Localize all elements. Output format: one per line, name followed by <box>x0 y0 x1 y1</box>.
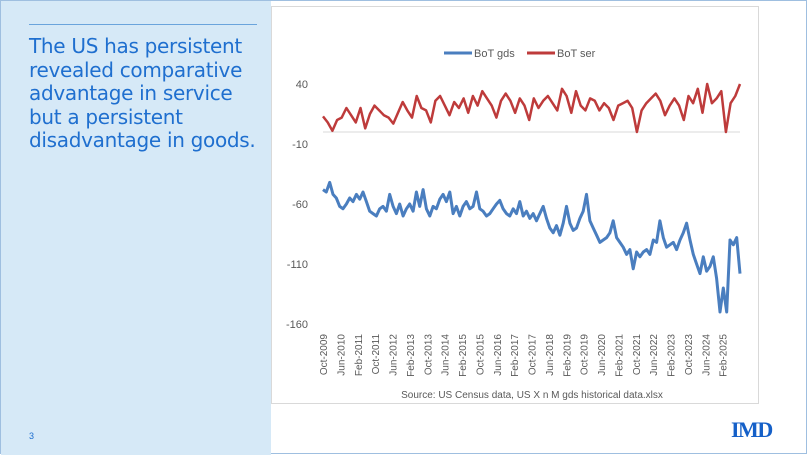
y-tick-label: -110 <box>287 259 308 271</box>
x-tick-label: Jun-2022 <box>649 334 660 376</box>
x-tick-label: Oct-2017 <box>528 334 539 376</box>
x-tick-label: Feb-2011 <box>354 334 365 377</box>
x-tick-label: Oct-2009 <box>319 334 330 376</box>
imd-logo: IMD <box>731 417 773 442</box>
x-tick-label: Oct-2023 <box>684 334 695 376</box>
left-panel: The US has persistent revealed comparati… <box>1 1 271 455</box>
x-tick-label: Feb-2013 <box>406 334 417 377</box>
x-tick-label: Oct-2013 <box>423 334 434 376</box>
x-tick-label: Feb-2017 <box>510 334 521 377</box>
x-tick-label: Feb-2015 <box>458 334 469 377</box>
y-tick-label: 40 <box>296 79 308 91</box>
x-tick-label: Jun-2018 <box>545 334 556 376</box>
x-tick-label: Feb-2019 <box>562 334 573 377</box>
x-tick-label: Oct-2019 <box>580 334 591 376</box>
x-tick-label: Jun-2010 <box>336 334 347 376</box>
legend-label: BoT gds <box>474 48 515 60</box>
y-tick-label: -60 <box>292 199 308 211</box>
x-tick-label: Jun-2014 <box>441 334 452 376</box>
x-tick-label: Oct-2021 <box>632 334 643 376</box>
legend-label: BoT ser <box>557 48 596 60</box>
x-tick-label: Oct-2015 <box>475 334 486 376</box>
x-tick-label: Jun-2024 <box>701 334 712 376</box>
chart-source-note: Source: US Census data, US X n M gds his… <box>401 390 663 401</box>
x-tick-label: Feb-2025 <box>719 334 730 377</box>
x-tick-label: Jun-2020 <box>597 334 608 376</box>
x-tick-label: Feb-2023 <box>667 334 678 377</box>
x-tick-label: Feb-2021 <box>614 334 625 377</box>
y-tick-label: -160 <box>286 319 308 331</box>
chart-frame <box>271 6 759 404</box>
divider-line <box>29 24 257 25</box>
x-tick-label: Jun-2016 <box>493 334 504 376</box>
x-tick-label: Jun-2012 <box>389 334 400 376</box>
page-number: 3 <box>29 431 35 441</box>
y-tick-label: -10 <box>292 139 308 151</box>
slide-headline: The US has persistent revealed comparati… <box>29 34 256 152</box>
x-tick-label: Oct-2011 <box>371 334 382 375</box>
series-line-bot-ser <box>322 82 742 134</box>
series-line-bot-gds <box>322 180 742 314</box>
